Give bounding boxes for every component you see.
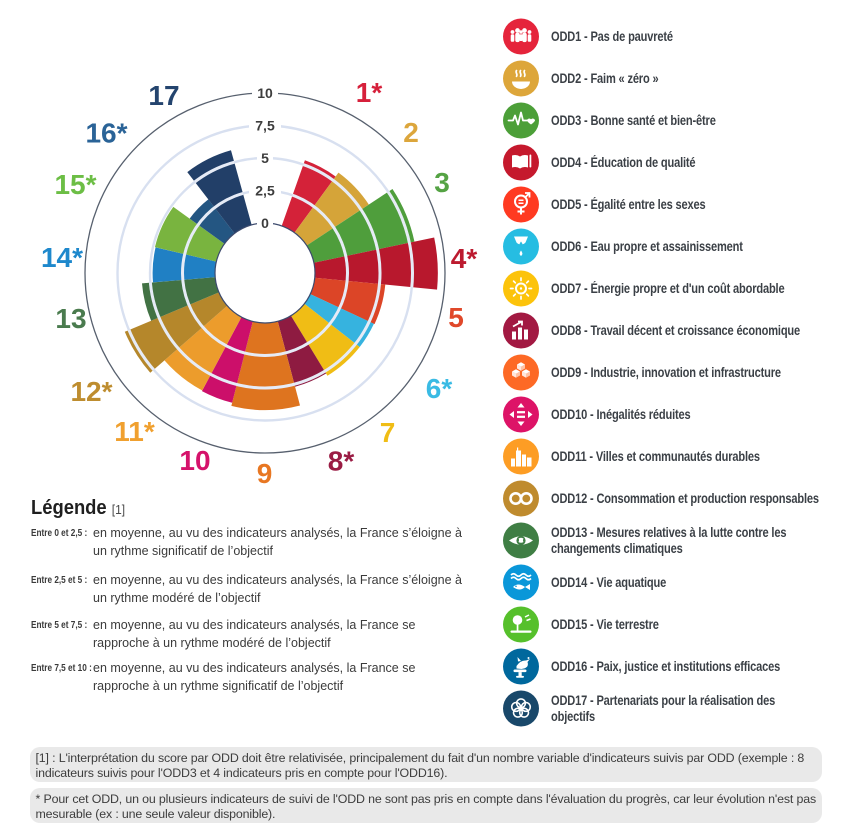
svg-text:15*: 15* (54, 169, 96, 200)
svg-text:6*: 6* (426, 373, 453, 404)
svg-text:13: 13 (55, 303, 86, 334)
svg-text:11*: 11* (114, 416, 155, 447)
svg-text:10: 10 (257, 85, 273, 101)
svg-text:2,5: 2,5 (255, 182, 275, 198)
svg-text:16*: 16* (85, 118, 127, 149)
svg-text:5: 5 (448, 302, 464, 333)
svg-text:0: 0 (261, 215, 269, 231)
svg-text:3: 3 (434, 167, 450, 198)
svg-text:5: 5 (261, 150, 269, 166)
svg-text:10: 10 (179, 445, 210, 476)
svg-text:7,5: 7,5 (255, 117, 275, 133)
svg-text:14*: 14* (41, 242, 83, 273)
svg-text:7: 7 (380, 417, 396, 448)
svg-text:1*: 1* (356, 77, 383, 108)
svg-text:2: 2 (403, 117, 419, 148)
svg-text:9: 9 (257, 458, 273, 489)
svg-text:12*: 12* (70, 376, 112, 407)
svg-text:17: 17 (148, 80, 179, 111)
svg-text:8*: 8* (328, 446, 355, 477)
svg-text:4*: 4* (451, 243, 478, 274)
